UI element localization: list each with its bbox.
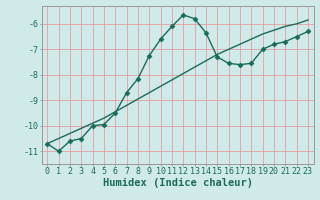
- X-axis label: Humidex (Indice chaleur): Humidex (Indice chaleur): [103, 178, 252, 188]
